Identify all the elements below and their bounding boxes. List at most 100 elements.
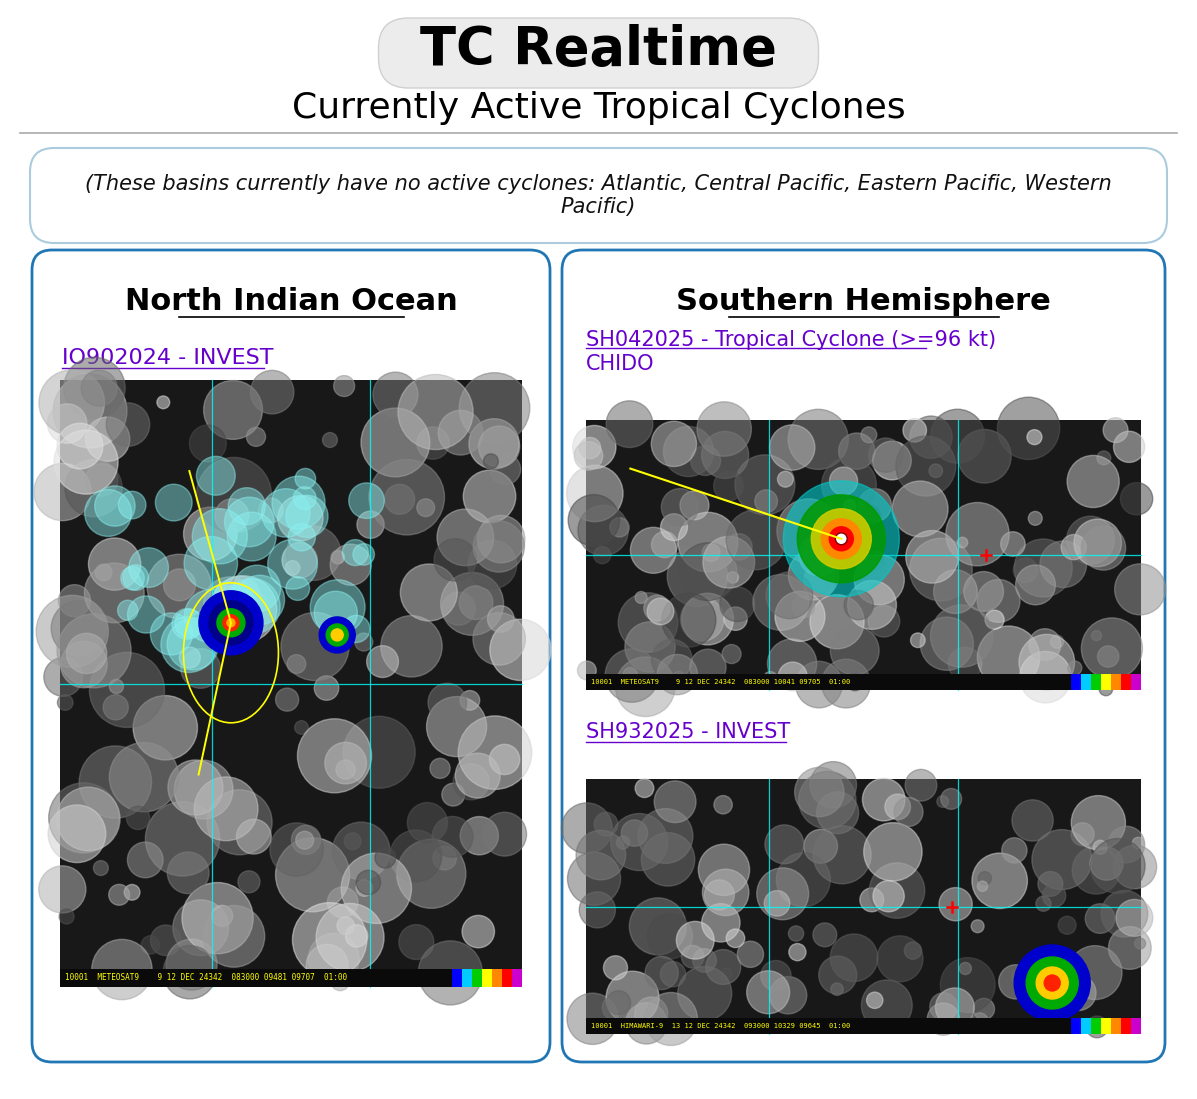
- Circle shape: [713, 796, 733, 814]
- Circle shape: [644, 992, 698, 1045]
- Circle shape: [193, 509, 248, 564]
- Circle shape: [309, 933, 359, 985]
- Circle shape: [1015, 565, 1056, 604]
- Circle shape: [59, 585, 91, 617]
- Circle shape: [624, 667, 637, 681]
- Circle shape: [578, 506, 628, 556]
- Circle shape: [1028, 511, 1043, 525]
- Circle shape: [703, 544, 719, 562]
- Circle shape: [721, 968, 733, 979]
- Circle shape: [417, 426, 449, 459]
- Circle shape: [867, 992, 883, 1009]
- Circle shape: [1075, 975, 1089, 990]
- Circle shape: [346, 924, 367, 947]
- Circle shape: [971, 920, 984, 933]
- Circle shape: [911, 633, 925, 647]
- Circle shape: [1101, 890, 1148, 937]
- Circle shape: [89, 537, 141, 590]
- Circle shape: [959, 963, 972, 975]
- Circle shape: [679, 543, 737, 600]
- Circle shape: [479, 426, 519, 467]
- Circle shape: [727, 571, 739, 584]
- Circle shape: [1114, 564, 1166, 614]
- Circle shape: [463, 470, 516, 523]
- Circle shape: [473, 613, 525, 665]
- Circle shape: [770, 977, 807, 1014]
- Circle shape: [203, 577, 256, 630]
- Circle shape: [271, 823, 323, 876]
- Bar: [1090, 1018, 1101, 1034]
- Circle shape: [38, 866, 86, 913]
- Circle shape: [92, 940, 152, 1000]
- Circle shape: [196, 457, 272, 533]
- Circle shape: [65, 459, 122, 517]
- Circle shape: [85, 563, 144, 623]
- Circle shape: [594, 546, 610, 564]
- Circle shape: [892, 481, 948, 536]
- Circle shape: [972, 1013, 989, 1030]
- Circle shape: [324, 742, 366, 784]
- Circle shape: [958, 537, 967, 547]
- Bar: [462, 969, 472, 987]
- Circle shape: [356, 880, 372, 897]
- Text: IO902024 - INVEST: IO902024 - INVEST: [62, 348, 273, 368]
- Circle shape: [895, 436, 955, 496]
- Text: CHIDO: CHIDO: [587, 354, 655, 374]
- Circle shape: [795, 767, 844, 817]
- Circle shape: [869, 439, 903, 473]
- Bar: [1071, 674, 1081, 690]
- Circle shape: [296, 468, 316, 489]
- Circle shape: [1108, 926, 1152, 969]
- Circle shape: [229, 488, 266, 524]
- Circle shape: [160, 617, 217, 673]
- Circle shape: [636, 591, 648, 603]
- Circle shape: [286, 496, 328, 537]
- Circle shape: [336, 761, 356, 779]
- Circle shape: [1113, 431, 1144, 463]
- Circle shape: [885, 793, 911, 820]
- Circle shape: [1073, 846, 1120, 895]
- Circle shape: [57, 695, 73, 710]
- Circle shape: [183, 507, 237, 560]
- Circle shape: [1074, 519, 1122, 567]
- Circle shape: [49, 782, 119, 853]
- Circle shape: [460, 690, 480, 710]
- Circle shape: [156, 485, 193, 521]
- Circle shape: [910, 417, 952, 458]
- Text: 10001  HIMAWARI-9  13 12 DEC 24342  093000 10329 09645  01:00: 10001 HIMAWARI-9 13 12 DEC 24342 093000 …: [591, 1023, 850, 1029]
- Circle shape: [936, 988, 974, 1026]
- Circle shape: [735, 455, 795, 514]
- Circle shape: [133, 696, 198, 759]
- Circle shape: [189, 425, 226, 462]
- Circle shape: [778, 471, 794, 487]
- Circle shape: [332, 629, 344, 641]
- Circle shape: [109, 679, 123, 693]
- Circle shape: [1086, 903, 1114, 933]
- Circle shape: [172, 609, 203, 640]
- Bar: [452, 969, 462, 987]
- Circle shape: [215, 499, 249, 533]
- Circle shape: [1104, 418, 1128, 443]
- Circle shape: [679, 512, 737, 571]
- Circle shape: [682, 593, 734, 645]
- Circle shape: [602, 995, 627, 1020]
- Circle shape: [698, 844, 749, 896]
- Circle shape: [1116, 899, 1153, 936]
- Circle shape: [163, 945, 217, 999]
- Circle shape: [484, 454, 498, 469]
- Circle shape: [199, 591, 263, 655]
- Circle shape: [1067, 517, 1114, 564]
- Circle shape: [626, 1002, 667, 1044]
- Circle shape: [930, 992, 958, 1020]
- Circle shape: [268, 540, 317, 589]
- Circle shape: [121, 566, 145, 590]
- Circle shape: [57, 423, 103, 469]
- Circle shape: [839, 433, 875, 469]
- Circle shape: [1011, 800, 1053, 841]
- Circle shape: [478, 515, 525, 563]
- Circle shape: [182, 882, 253, 954]
- Circle shape: [278, 496, 323, 541]
- Circle shape: [172, 900, 229, 956]
- Circle shape: [34, 464, 91, 521]
- Bar: [502, 969, 512, 987]
